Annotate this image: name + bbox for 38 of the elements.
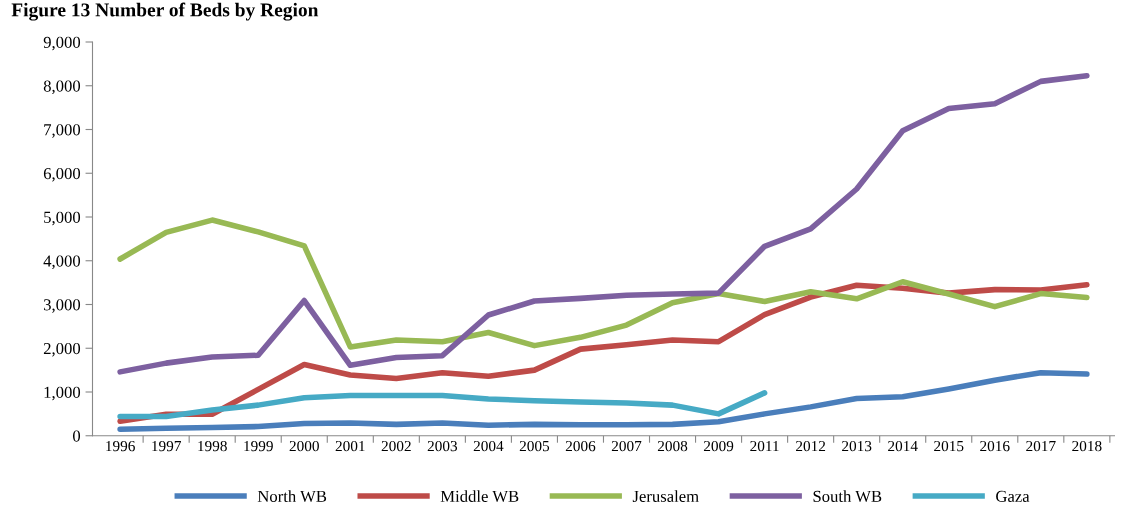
y-tick-label: 9,000 <box>43 36 81 51</box>
x-tick-label: 1997 <box>152 440 181 452</box>
x-tick-label: 2003 <box>427 440 458 452</box>
x-tick-label: 2007 <box>611 440 642 452</box>
chart-title: Figure 13 Number of Beds by Region <box>11 2 319 21</box>
x-tick-label: 1998 <box>198 440 227 452</box>
x-tick-label: 2018 <box>1072 440 1102 452</box>
y-tick-label: 6,000 <box>43 167 81 182</box>
legend-label: Jerusalem <box>632 490 699 502</box>
legend-label: Gaza <box>996 490 1030 502</box>
x-tick-label: 2001 <box>335 440 365 452</box>
x-tick-label: 2013 <box>842 440 872 452</box>
y-tick-label: 4,000 <box>43 255 81 270</box>
x-tick-label: 2017 <box>1026 440 1056 452</box>
y-tick-label: 1,000 <box>44 386 81 401</box>
y-tick-label: 7,000 <box>44 124 81 138</box>
x-tick-label: 1996 <box>106 440 135 452</box>
x-tick-label: 2016 <box>980 440 1010 452</box>
x-tick-label: 1999 <box>244 440 273 452</box>
y-tick-label: 5,000 <box>44 211 81 226</box>
legend-label: North WB <box>257 490 327 503</box>
legend-label: Middle WB <box>440 490 519 503</box>
x-tick-label: 2012 <box>796 440 826 452</box>
y-tick-label: 2,000 <box>43 342 81 357</box>
y-tick-label: 8,000 <box>43 80 81 95</box>
x-tick-label: 2009 <box>703 440 734 452</box>
y-tick-label: 3,000 <box>43 299 81 313</box>
x-tick-label: 2014 <box>888 440 918 452</box>
x-tick-label: 2008 <box>657 440 688 452</box>
x-tick-label: 2006 <box>565 440 596 452</box>
legend-label: South WB <box>813 490 882 503</box>
x-tick-label: 2005 <box>519 440 550 452</box>
y-tick-label: 0 <box>72 430 81 442</box>
x-tick-label: 2004 <box>473 440 504 452</box>
x-tick-label: 2002 <box>381 440 411 452</box>
x-tick-label: 2015 <box>934 440 964 452</box>
x-tick-label: 2011 <box>750 440 779 452</box>
x-tick-label: 2000 <box>289 440 319 452</box>
